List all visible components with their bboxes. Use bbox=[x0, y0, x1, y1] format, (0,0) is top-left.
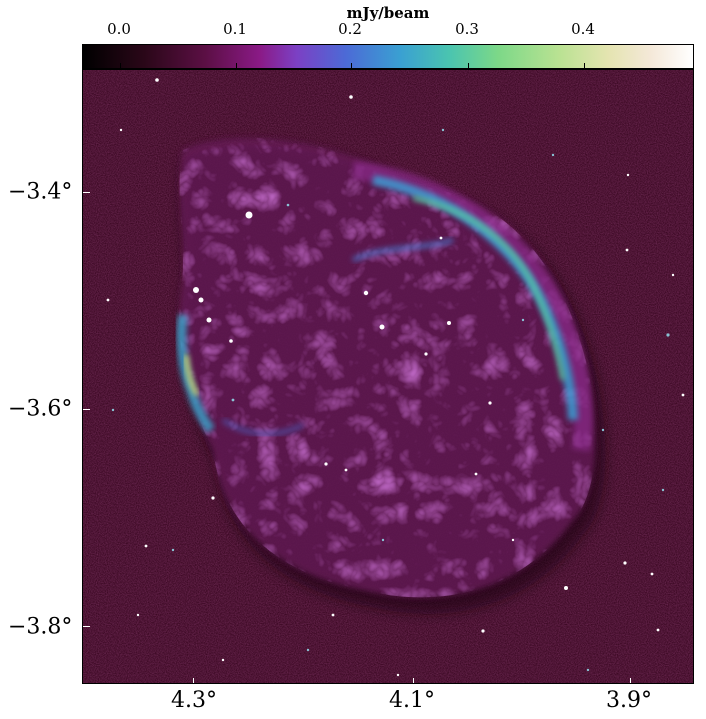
shell-rim-outer bbox=[352, 161, 593, 452]
colorbar bbox=[82, 44, 694, 69]
x-tick-label: 4.3° bbox=[171, 688, 217, 713]
colorbar-tick bbox=[584, 63, 585, 68]
west-rim-bright-knot bbox=[183, 354, 200, 397]
radio-image bbox=[82, 69, 694, 684]
colorbar-tick-label: 0.0 bbox=[107, 20, 131, 38]
y-tick-label: −3.6° bbox=[8, 396, 73, 422]
colorbar-tick-label: 0.3 bbox=[455, 20, 479, 38]
colorbar-label: mJy/beam bbox=[346, 4, 430, 22]
colorbar-tick-label: 0.4 bbox=[571, 20, 595, 38]
y-tick-mark bbox=[83, 192, 90, 193]
southwest-filament bbox=[221, 417, 305, 437]
colorbar-tick bbox=[236, 63, 237, 68]
colorbar-tick-label: 0.2 bbox=[338, 20, 362, 38]
y-tick-mark bbox=[83, 409, 90, 410]
x-tick-mark bbox=[630, 678, 631, 683]
x-tick-label: 4.1° bbox=[389, 688, 435, 713]
y-tick-label: −3.4° bbox=[8, 179, 73, 205]
colorbar-tick bbox=[120, 63, 121, 68]
west-rim-filament bbox=[176, 314, 215, 434]
x-tick-label: 3.9° bbox=[606, 688, 652, 713]
inner-filament bbox=[351, 237, 454, 263]
y-tick-label: −3.8° bbox=[8, 614, 73, 640]
colorbar-tick bbox=[351, 63, 352, 68]
x-tick-mark bbox=[413, 678, 414, 683]
x-tick-mark bbox=[193, 678, 194, 683]
colorbar-tick bbox=[468, 63, 469, 68]
point-sources bbox=[106, 78, 685, 677]
faint-sources bbox=[111, 128, 670, 672]
brightest-rim-filament bbox=[412, 195, 566, 381]
y-tick-mark bbox=[83, 626, 90, 627]
colorbar-tick-labels: 0.0 0.1 0.2 0.3 0.4 bbox=[0, 20, 706, 42]
colorbar-tick-label: 0.1 bbox=[223, 20, 247, 38]
supernova-remnant-image bbox=[83, 70, 693, 683]
